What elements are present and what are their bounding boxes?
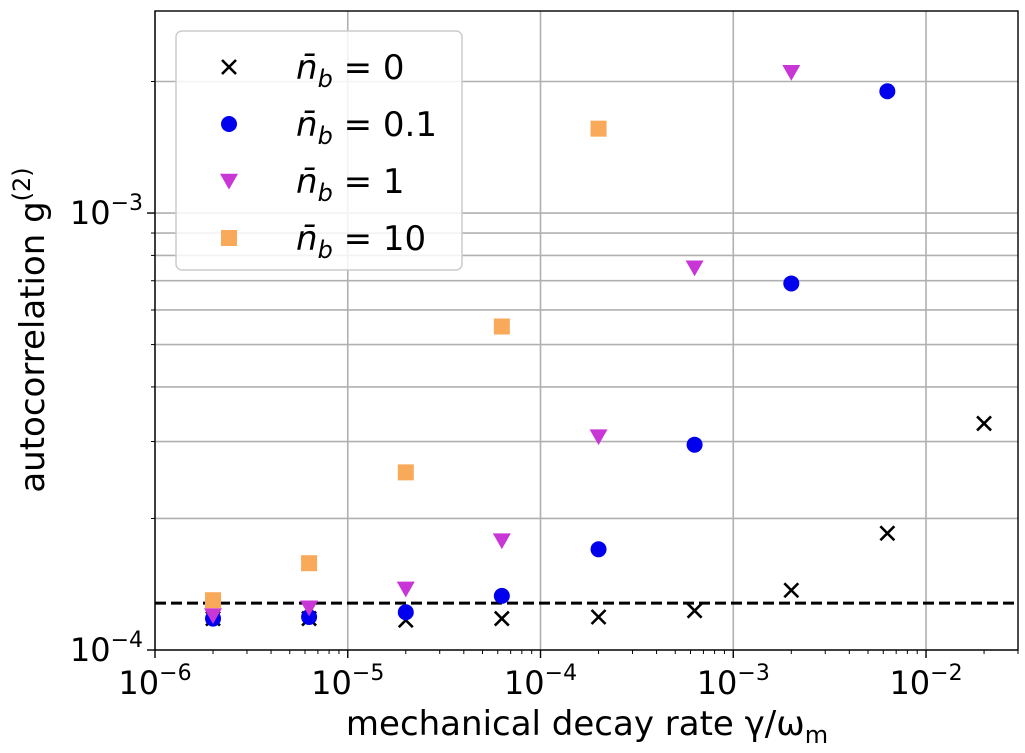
series-2-point xyxy=(300,600,319,617)
series-0-point xyxy=(879,525,896,542)
x-tick-label-exp: −2 xyxy=(930,661,962,686)
y-tick-label: 10−4 xyxy=(70,628,143,669)
legend-label-symbol: n̄ xyxy=(296,48,318,88)
marker-stroke xyxy=(976,415,992,432)
legend-label-value: = 10 xyxy=(333,219,426,259)
y-axis-label-main: autocorrelation g xyxy=(13,201,53,492)
series-3-point xyxy=(493,318,510,335)
x-tick-label: 10−5 xyxy=(311,661,384,702)
legend-label-3: n̄b = 10 xyxy=(296,219,426,264)
legend-marker-0 xyxy=(221,59,237,75)
series-1-point xyxy=(686,436,703,453)
series-2-point xyxy=(492,533,511,550)
legend-label-value: = 0 xyxy=(333,48,405,88)
legend-label-symbol: n̄ xyxy=(296,105,318,145)
series-2-point xyxy=(204,608,223,624)
series-3-point xyxy=(397,464,414,481)
marker-stroke xyxy=(493,610,510,627)
marker-stroke xyxy=(590,609,607,625)
x-tick-label-base: 10 xyxy=(889,664,930,702)
x-tick-label-base: 10 xyxy=(118,664,159,702)
x-tick-label: 10−4 xyxy=(504,661,577,702)
x-tick-label-exp: −6 xyxy=(159,661,191,686)
marker-stroke xyxy=(879,525,896,542)
y-tick-label: 10−3 xyxy=(70,191,143,232)
series-1-point xyxy=(301,608,318,625)
x-tick-label-exp: −3 xyxy=(737,661,769,686)
legend-label-1: n̄b = 0.1 xyxy=(296,105,437,150)
legend-label-2: n̄b = 1 xyxy=(296,162,405,207)
series-3-point xyxy=(590,120,607,137)
series-0-point xyxy=(783,582,800,599)
marker-stroke xyxy=(686,602,703,619)
x-tick-label: 10−6 xyxy=(118,661,191,702)
marker-stroke xyxy=(221,59,237,75)
y-axis-label: autocorrelation g(2) xyxy=(8,167,53,492)
series-1-point xyxy=(493,587,510,604)
series-1-point xyxy=(590,541,607,558)
legend-box xyxy=(175,30,463,271)
y-axis-label-sup: (2) xyxy=(8,167,36,201)
series-2-point xyxy=(782,65,801,81)
legend-label-symbol: n̄ xyxy=(296,162,318,202)
legend-label-value: = 1 xyxy=(333,162,405,202)
y-tick-label-exp: −3 xyxy=(111,191,143,216)
legend: n̄b = 0n̄b = 0.1n̄b = 1n̄b = 10 xyxy=(175,30,463,271)
marker-stroke xyxy=(783,582,800,599)
axis-ticks: 10−6 10−5 10−4 10−3 10−210−410−3 xyxy=(70,81,1019,702)
y-tick-label-exp: −4 xyxy=(111,628,143,653)
x-tick-label-exp: −5 xyxy=(352,661,384,686)
y-tick-label-base: 10 xyxy=(70,194,111,232)
series-0-point xyxy=(686,602,703,619)
series-2-point xyxy=(685,260,704,277)
series-2-point xyxy=(589,429,608,446)
series-0-point xyxy=(590,609,607,625)
series-1-point xyxy=(879,83,896,100)
x-tick-label: 10−3 xyxy=(697,661,770,702)
series-0-point xyxy=(493,610,510,627)
series-3-point xyxy=(301,555,318,572)
legend-label-subscript: b xyxy=(318,179,333,207)
series-2-point xyxy=(396,581,415,598)
legend-label-subscript: b xyxy=(318,122,333,150)
legend-label-subscript: b xyxy=(318,65,333,93)
x-tick-label: 10−2 xyxy=(889,661,962,702)
series-3-point xyxy=(205,592,222,609)
legend-marker-1 xyxy=(221,116,237,132)
plot-frame xyxy=(154,10,1019,651)
x-axis-label: mechanical decay rate γ/ωm xyxy=(346,704,828,749)
y-tick-label-base: 10 xyxy=(70,631,111,669)
legend-label-subscript: b xyxy=(318,236,333,264)
legend-label-0: n̄b = 0 xyxy=(296,48,405,93)
data-points xyxy=(204,65,992,629)
x-tick-label-base: 10 xyxy=(697,664,738,702)
legend-marker-3 xyxy=(221,230,237,246)
x-tick-label-base: 10 xyxy=(504,664,545,702)
series-1-point xyxy=(783,275,800,292)
x-tick-label-base: 10 xyxy=(311,664,352,702)
series-0-point xyxy=(976,415,992,432)
legend-label-symbol: n̄ xyxy=(296,219,318,259)
series-1-point xyxy=(397,604,414,621)
legend-marker-2 xyxy=(220,173,238,190)
x-tick-label-exp: −4 xyxy=(545,661,577,686)
legend-label-value: = 0.1 xyxy=(333,105,437,145)
x-axis-label-main: mechanical decay rate γ/ω xyxy=(346,704,805,744)
x-axis-label-sub: m xyxy=(805,721,828,749)
